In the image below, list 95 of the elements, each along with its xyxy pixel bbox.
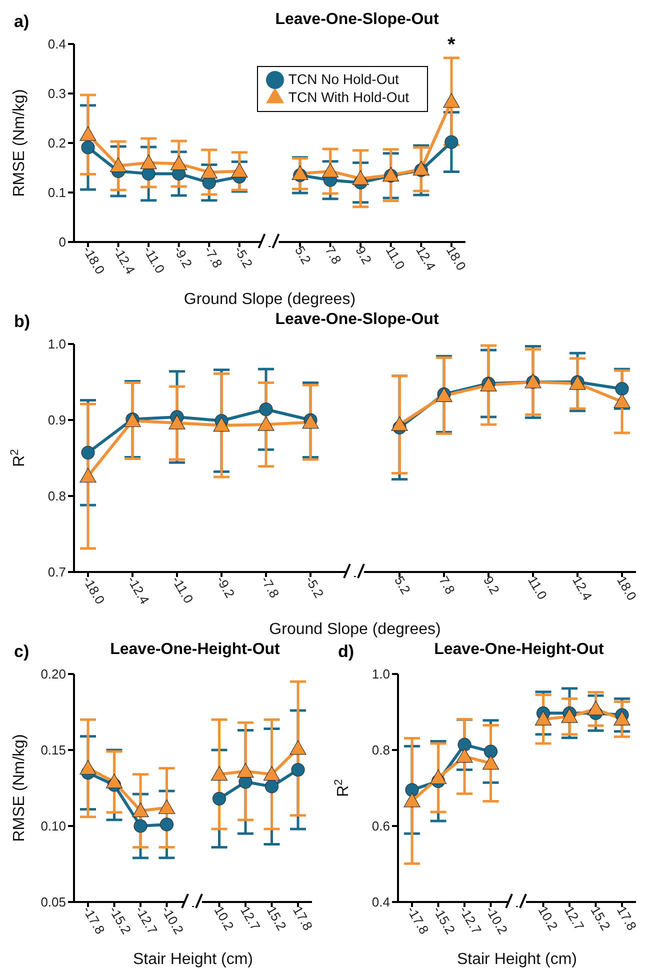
text: b): [14, 312, 30, 331]
x-tick-label: 5.2: [392, 573, 414, 597]
x-tick-label: -5.2: [231, 243, 256, 270]
x-tick-label: 7.8: [436, 573, 458, 597]
y-tick-label: 0.3: [48, 86, 66, 102]
point: [291, 762, 305, 777]
x-tick-label: -7.8: [258, 573, 282, 600]
point: [106, 774, 123, 788]
x-tick-label: 11.0: [382, 243, 408, 272]
point: [614, 393, 630, 408]
point: [290, 740, 306, 755]
x-tick-label: -7.8: [201, 243, 226, 270]
text: d): [338, 642, 354, 661]
chart-title: Leave-One-Height-Out: [434, 641, 604, 658]
y-tick-label: 0.20: [40, 666, 66, 682]
point: [458, 738, 472, 752]
point: [200, 164, 218, 179]
y-tick-label: 0.8: [48, 488, 66, 504]
y-axis-title: RMSE (Nm/kg): [11, 89, 28, 197]
point: [443, 93, 460, 108]
text: c): [14, 642, 30, 661]
y-tick-label: 0.8: [372, 742, 390, 758]
point: [430, 769, 447, 784]
point: [614, 710, 630, 726]
y-tick-label: 0.4: [48, 36, 66, 52]
point: [259, 402, 273, 416]
chart-title: Leave-One-Slope-Out: [275, 11, 439, 28]
text: a): [14, 12, 30, 31]
point: [264, 780, 279, 794]
point: [231, 162, 248, 178]
x-tick-label: 12.7: [562, 903, 588, 933]
x-axis-title: Ground Slope (degrees): [184, 291, 356, 308]
point: [140, 154, 157, 170]
point: [132, 802, 149, 818]
x-axis-title: Stair Height (cm): [132, 951, 254, 968]
y-tick-label: 0.9: [48, 412, 66, 428]
point: [170, 155, 188, 170]
y-tick-label: 1.0: [48, 336, 66, 352]
x-tick-label: 11.0: [525, 573, 550, 602]
chart-title: Leave-One-Slope-Out: [275, 311, 439, 328]
x-tick-label: 9.2: [352, 243, 375, 267]
point: [391, 416, 408, 431]
x-tick-label: 7.8: [322, 243, 344, 267]
point: [81, 446, 95, 460]
y-tick-label: 0.6: [372, 818, 390, 834]
x-tick-label: 5.2: [292, 243, 314, 267]
point: [456, 748, 473, 763]
point: [322, 162, 339, 178]
point: [212, 792, 226, 806]
x-tick-label: -5.2: [302, 573, 327, 600]
legend-label: TCN No Hold-Out: [288, 71, 399, 88]
point: [292, 165, 308, 180]
point: [237, 762, 254, 778]
legend-label: TCN With Hold-Out: [288, 89, 409, 106]
x-tick-label: 12.7: [238, 903, 264, 933]
point: [482, 755, 500, 770]
point: [405, 783, 419, 797]
point: [352, 170, 369, 185]
y-tick-label: 0.05: [40, 894, 66, 910]
point: [615, 382, 629, 396]
y-tick-label: 0.10: [40, 818, 66, 834]
y-axis-title: RMSE (Nm/kg): [11, 734, 28, 842]
y-tick-label: 0: [58, 234, 66, 250]
x-axis-title: Stair Height (cm): [456, 951, 578, 968]
annotation: *: [448, 34, 456, 56]
y-tick-label: 0.15: [40, 742, 66, 758]
point: [263, 766, 280, 781]
point: [534, 710, 552, 726]
x-axis-title: Ground Slope (degrees): [269, 621, 441, 638]
point: [561, 708, 578, 723]
point: [484, 744, 498, 758]
x-tick-label: -9.2: [214, 573, 238, 600]
point: [587, 700, 604, 716]
point: [258, 416, 274, 431]
y-tick-label: 1.0: [372, 666, 390, 682]
point: [110, 157, 127, 172]
point: [80, 126, 96, 141]
point: [134, 819, 148, 833]
point: [81, 140, 95, 154]
point: [444, 135, 458, 149]
point: [80, 468, 96, 483]
point: [160, 818, 174, 832]
point: [213, 417, 230, 432]
point: [158, 799, 176, 814]
x-tick-label: 9.2: [480, 573, 503, 597]
y-tick-label: 0.1: [48, 185, 66, 200]
point: [168, 414, 186, 430]
point: [210, 766, 228, 781]
y-tick-label: 0.4: [372, 894, 390, 910]
chart-title: Leave-One-Height-Out: [110, 641, 280, 658]
x-tick-label: -9.2: [170, 243, 196, 270]
point: [404, 792, 420, 808]
y-tick-label: 0.2: [48, 136, 66, 151]
y-tick-label: 0.7: [48, 564, 66, 580]
point: [80, 760, 96, 775]
